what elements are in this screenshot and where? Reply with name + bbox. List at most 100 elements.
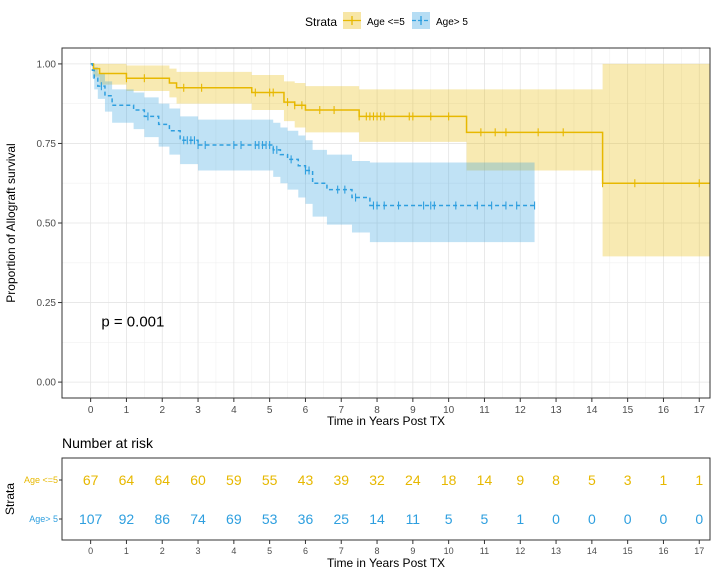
risk-x-tick-label: 9 bbox=[410, 546, 415, 556]
risk-count-age-le5: 24 bbox=[405, 472, 421, 488]
x-tick-label: 16 bbox=[658, 405, 670, 416]
risk-x-tick-label: 16 bbox=[658, 546, 668, 556]
risk-count-age-gt5: 36 bbox=[298, 511, 314, 527]
risk-x-tick-label: 7 bbox=[339, 546, 344, 556]
x-tick-label: 13 bbox=[550, 405, 562, 416]
x-tick-label: 12 bbox=[515, 405, 527, 416]
x-tick-label: 7 bbox=[338, 405, 344, 416]
x-tick-label: 1 bbox=[124, 405, 130, 416]
risk-x-tick-label: 13 bbox=[551, 546, 561, 556]
risk-count-age-le5: 5 bbox=[588, 472, 596, 488]
x-tick-label: 9 bbox=[410, 405, 416, 416]
y-tick-label: 1.00 bbox=[37, 59, 57, 70]
risk-count-age-le5: 1 bbox=[695, 472, 703, 488]
risk-count-age-le5: 1 bbox=[660, 472, 668, 488]
x-tick-label: 3 bbox=[195, 405, 201, 416]
risk-count-age-gt5: 11 bbox=[406, 511, 421, 527]
y-tick-label: 0.50 bbox=[37, 219, 57, 230]
y-tick-label: 0.25 bbox=[37, 298, 57, 309]
legend-label-age-le5: Age <=5 bbox=[367, 17, 405, 28]
x-tick-label: 0 bbox=[88, 405, 94, 416]
risk-count-age-gt5: 5 bbox=[445, 511, 453, 527]
plot-axes: 0 1 2 3 4 5 6 7 8 9 10 11 12 13 14 15 16 170.000.250.500.… bbox=[37, 59, 706, 416]
legend-label-age-gt5: Age> 5 bbox=[436, 17, 468, 28]
risk-count-age-gt5: 0 bbox=[588, 511, 596, 527]
risk-x-tick-label: 6 bbox=[303, 546, 308, 556]
risk-count-age-le5: 8 bbox=[552, 472, 560, 488]
risk-count-age-gt5: 0 bbox=[660, 511, 668, 527]
x-tick-label: 11 bbox=[479, 405, 490, 416]
x-tick-label: 2 bbox=[159, 405, 165, 416]
risk-count-age-le5: 18 bbox=[441, 472, 457, 488]
risk-table-y-label: Strata bbox=[3, 483, 17, 515]
risk-count-age-le5: 59 bbox=[226, 472, 242, 488]
risk-count-age-gt5: 92 bbox=[119, 511, 135, 527]
risk-x-tick-label: 12 bbox=[515, 546, 525, 556]
risk-x-tick-label: 2 bbox=[160, 546, 165, 556]
risk-x-tick-label: 4 bbox=[231, 546, 236, 556]
risk-row-label-age-le5: Age <=5 bbox=[24, 475, 58, 485]
ci-band-age-le5 bbox=[90, 63, 711, 257]
survival-line-age-gt5 bbox=[90, 63, 535, 207]
y-tick-label: 0.00 bbox=[37, 378, 57, 389]
confidence-bands bbox=[90, 63, 711, 257]
risk-count-age-le5: 64 bbox=[119, 472, 135, 488]
risk-count-age-le5: 64 bbox=[154, 472, 170, 488]
risk-x-tick-label: 8 bbox=[375, 546, 380, 556]
plot-grid bbox=[62, 48, 710, 398]
legend: Strata Age <=5 Age> 5 bbox=[305, 12, 468, 29]
legend-title: Strata bbox=[305, 15, 337, 29]
risk-table-title: Number at risk bbox=[62, 435, 154, 451]
risk-count-age-le5: 3 bbox=[624, 472, 632, 488]
risk-count-age-gt5: 14 bbox=[369, 511, 385, 527]
risk-count-age-gt5: 0 bbox=[552, 511, 560, 527]
risk-count-age-le5: 32 bbox=[369, 472, 385, 488]
x-tick-label: 14 bbox=[586, 405, 598, 416]
x-tick-label: 17 bbox=[694, 405, 706, 416]
risk-x-tick-label: 5 bbox=[267, 546, 272, 556]
x-tick-label: 10 bbox=[443, 405, 455, 416]
x-tick-label: 8 bbox=[374, 405, 380, 416]
risk-x-tick-label: 10 bbox=[444, 546, 454, 556]
censor-marks bbox=[100, 74, 700, 210]
risk-x-tick-label: 11 bbox=[480, 546, 489, 556]
risk-x-tick-label: 0 bbox=[88, 546, 93, 556]
risk-x-tick-label: 17 bbox=[694, 546, 704, 556]
risk-count-age-le5: 60 bbox=[190, 472, 206, 488]
risk-count-age-gt5: 25 bbox=[333, 511, 349, 527]
x-tick-label: 5 bbox=[267, 405, 273, 416]
risk-count-age-gt5: 1 bbox=[516, 511, 524, 527]
risk-row-label-age-gt5: Age> 5 bbox=[29, 514, 58, 524]
risk-x-tick-label: 1 bbox=[124, 546, 129, 556]
risk-count-age-le5: 9 bbox=[516, 472, 524, 488]
risk-count-age-gt5: 69 bbox=[226, 511, 242, 527]
x-axis-label: Time in Years Post TX bbox=[327, 414, 445, 428]
risk-count-age-gt5: 0 bbox=[624, 511, 632, 527]
risk-count-age-gt5: 107 bbox=[79, 511, 103, 527]
risk-table-border bbox=[61, 457, 711, 541]
y-tick-label: 0.75 bbox=[37, 139, 57, 150]
x-tick-label: 15 bbox=[622, 405, 634, 416]
risk-count-age-gt5: 0 bbox=[695, 511, 703, 527]
risk-count-age-le5: 14 bbox=[477, 472, 493, 488]
risk-count-age-gt5: 74 bbox=[190, 511, 206, 527]
ci-band-age-gt5 bbox=[90, 63, 535, 243]
risk-count-age-le5: 39 bbox=[333, 472, 349, 488]
x-tick-label: 4 bbox=[231, 405, 237, 416]
risk-x-tick-label: 3 bbox=[196, 546, 201, 556]
risk-table-x-label: Time in Years Post TX bbox=[327, 556, 445, 570]
risk-count-age-le5: 67 bbox=[83, 472, 99, 488]
y-axis-label: Proportion of Allograft survival bbox=[4, 143, 18, 302]
risk-x-tick-label: 14 bbox=[587, 546, 597, 556]
risk-count-age-gt5: 5 bbox=[481, 511, 489, 527]
x-tick-label: 6 bbox=[303, 405, 309, 416]
risk-x-tick-label: 15 bbox=[623, 546, 633, 556]
risk-count-age-le5: 55 bbox=[262, 472, 278, 488]
risk-count-age-le5: 43 bbox=[298, 472, 314, 488]
risk-count-age-gt5: 86 bbox=[154, 511, 170, 527]
risk-count-age-gt5: 53 bbox=[262, 511, 278, 527]
